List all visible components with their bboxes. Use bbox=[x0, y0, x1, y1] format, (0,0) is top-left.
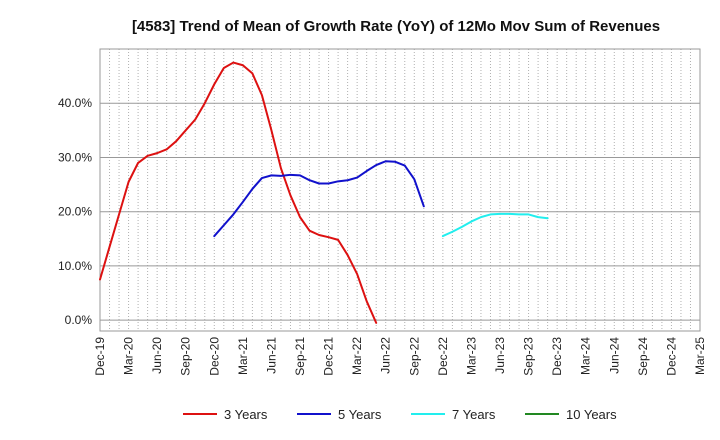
legend-label: 5 Years bbox=[338, 407, 382, 422]
x-tick-label: Mar-21 bbox=[236, 337, 250, 375]
x-tick-label: Dec-21 bbox=[322, 337, 336, 376]
series-line-5-years bbox=[213, 160, 425, 238]
x-tick-label: Sep-20 bbox=[179, 337, 193, 376]
x-tick-label: Dec-22 bbox=[436, 337, 450, 376]
x-tick-label: Sep-23 bbox=[522, 337, 536, 376]
legend: 3 Years 5 Years 7 Years 10 Years bbox=[183, 407, 617, 422]
x-tick-label: Dec-19 bbox=[93, 337, 107, 376]
x-tick-label: Jun-24 bbox=[607, 337, 621, 374]
x-tick-label: Mar-20 bbox=[122, 337, 136, 375]
y-axis: 0.0% 10.0% 20.0% 30.0% 40.0% bbox=[58, 96, 92, 327]
series-line-3-years bbox=[99, 61, 378, 324]
legend-label: 7 Years bbox=[452, 407, 496, 422]
x-tick-label: Sep-22 bbox=[407, 337, 421, 376]
x-tick-label: Dec-24 bbox=[664, 337, 678, 376]
grid-lines bbox=[100, 49, 700, 331]
series-line-7-years bbox=[441, 212, 549, 238]
x-tick-label: Jun-20 bbox=[150, 337, 164, 374]
x-tick-label: Mar-22 bbox=[350, 337, 364, 375]
legend-label: 3 Years bbox=[224, 407, 268, 422]
x-tick-label: Jun-23 bbox=[493, 337, 507, 374]
x-tick-label: Dec-20 bbox=[207, 337, 221, 376]
x-tick-label: Mar-25 bbox=[693, 337, 707, 375]
x-tick-label: Jun-22 bbox=[379, 337, 393, 374]
y-tick-label: 30.0% bbox=[58, 150, 92, 164]
y-tick-label: 40.0% bbox=[58, 96, 92, 110]
x-tick-label: Sep-24 bbox=[636, 337, 650, 376]
plot-area bbox=[99, 48, 701, 332]
x-tick-label: Dec-23 bbox=[550, 337, 564, 376]
y-tick-label: 20.0% bbox=[58, 205, 92, 219]
y-tick-label: 0.0% bbox=[65, 313, 93, 327]
series-lines bbox=[99, 61, 549, 324]
y-tick-label: 10.0% bbox=[58, 259, 92, 273]
x-axis: Dec-19 Mar-20 Jun-20 Sep-20 Dec-20 Mar-21 Jun-… bbox=[93, 337, 707, 376]
x-tick-label: Mar-23 bbox=[464, 337, 478, 375]
x-tick-label: Sep-21 bbox=[293, 337, 307, 376]
x-tick-label: Mar-24 bbox=[579, 337, 593, 375]
chart-title: [4583] Trend of Mean of Growth Rate (YoY… bbox=[132, 18, 660, 35]
legend-label: 10 Years bbox=[566, 407, 617, 422]
x-tick-label: Jun-21 bbox=[264, 337, 278, 374]
